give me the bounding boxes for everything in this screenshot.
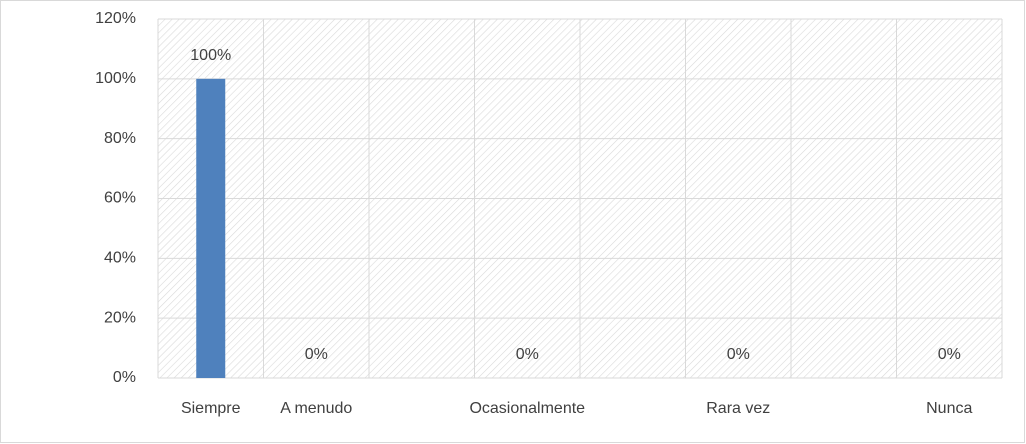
x-tick-label: A menudo: [280, 400, 352, 417]
x-tick-label: Siempre: [181, 400, 241, 417]
data-label: 100%: [190, 47, 231, 64]
y-tick-label: 80%: [104, 130, 136, 147]
bar: [196, 78, 226, 378]
y-tick-label: 120%: [95, 10, 136, 27]
x-tick-label: Nunca: [926, 400, 972, 417]
data-label: 0%: [938, 346, 961, 363]
data-label: 0%: [516, 346, 539, 363]
y-tick-label: 20%: [104, 309, 136, 326]
data-label: 0%: [727, 346, 750, 363]
data-label: 0%: [305, 346, 328, 363]
y-tick-label: 60%: [104, 190, 136, 207]
x-tick-label: Rara vez: [706, 400, 770, 417]
y-tick-label: 0%: [113, 369, 136, 386]
y-tick-label: 40%: [104, 250, 136, 267]
x-tick-label: Ocasionalmente: [469, 400, 585, 417]
y-tick-label: 100%: [95, 70, 136, 87]
